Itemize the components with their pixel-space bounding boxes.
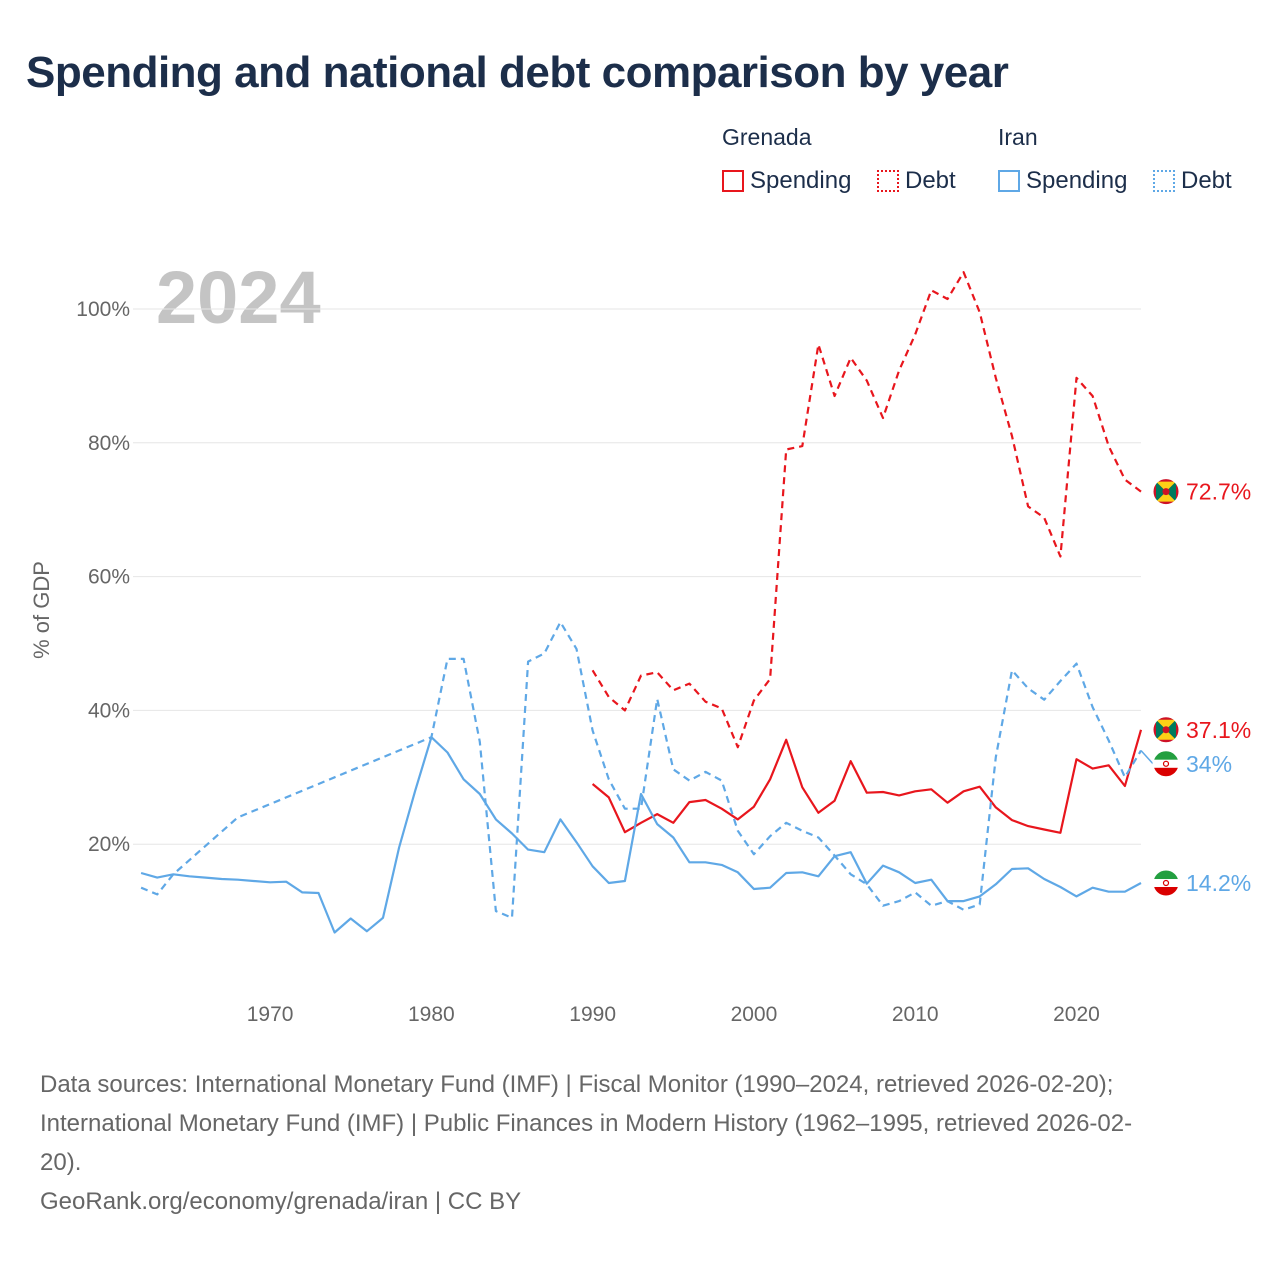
y-tick-label: 60% <box>88 566 130 589</box>
series-line-grenada-debt <box>591 271 1142 749</box>
legend-label: Spending <box>750 167 852 194</box>
flag-ring <box>1152 478 1180 506</box>
x-tick-label: 1980 <box>408 1003 455 1026</box>
series-line-iran-spending <box>140 736 1142 934</box>
flag-stripe-white <box>1153 879 1179 888</box>
flag-triangle <box>1156 729 1176 740</box>
iran-flag-icon <box>1152 750 1180 778</box>
source-line-2: International Monetary Fund (IMF) | Publ… <box>40 1110 1133 1137</box>
flag-fill <box>1153 870 1179 897</box>
legend-iran-debt[interactable]: Debt <box>1153 166 1232 196</box>
legend-title-iran: Iran <box>998 124 1038 150</box>
flag-stripe-white <box>1153 759 1179 768</box>
flag-fill <box>1153 478 1179 505</box>
flag-ring <box>1152 716 1180 744</box>
legend-label: Spending <box>1026 167 1128 194</box>
source-line-3: 20). <box>40 1149 82 1176</box>
flag-stripe-red <box>1153 767 1179 777</box>
solid-line-swatch-icon <box>722 170 744 192</box>
grenada-flag-icon <box>1152 478 1180 506</box>
dotted-line-swatch-icon <box>1153 170 1175 192</box>
flag-triangle <box>1156 719 1176 730</box>
flag-emblem <box>1162 879 1170 887</box>
flag-stripe-green <box>1153 750 1179 760</box>
x-tick-label: 1990 <box>569 1003 616 1026</box>
x-tick-label: 2010 <box>892 1003 939 1026</box>
flag-ring <box>1152 869 1180 897</box>
iran-flag-icon <box>1152 869 1180 897</box>
flag-stripe-green <box>1153 870 1179 880</box>
flag-center <box>1162 488 1170 496</box>
flag-triangle <box>1156 481 1176 492</box>
flag-fill <box>1153 750 1179 777</box>
flag-triangle <box>1156 719 1166 740</box>
legend-grenada-debt[interactable]: Debt <box>877 166 956 196</box>
legend-title-grenada: Grenada <box>722 124 812 150</box>
end-value-label: 37.1% <box>1186 717 1251 743</box>
flag-triangle <box>1156 481 1166 502</box>
source-line-1: Data sources: International Monetary Fun… <box>40 1071 1114 1098</box>
series-line-grenada-spending <box>591 729 1143 834</box>
flag-triangle <box>1166 719 1176 740</box>
x-tick-label: 1970 <box>247 1003 294 1026</box>
leader-line <box>1140 750 1154 765</box>
y-tick-label: 20% <box>88 833 130 856</box>
grenada-flag-icon <box>1152 716 1180 744</box>
flag-triangle <box>1156 491 1176 502</box>
y-tick-label: 40% <box>88 699 130 722</box>
end-value-label: 14.2% <box>1186 870 1251 896</box>
legend-iran-spending[interactable]: Spending <box>998 166 1127 196</box>
flag-ring <box>1152 750 1180 778</box>
x-tick-label: 2000 <box>731 1003 778 1026</box>
legend-label: Debt <box>905 167 956 194</box>
series-line-iran-debt <box>140 620 1142 919</box>
solid-line-swatch-icon <box>998 170 1020 192</box>
source-link[interactable]: GeoRank.org/economy/grenada/iran | CC BY <box>40 1188 522 1215</box>
y-axis-label: % of GDP <box>29 561 54 659</box>
y-tick-label: 100% <box>76 298 130 321</box>
year-overlay: 2024 <box>156 256 321 339</box>
dotted-line-swatch-icon <box>877 170 899 192</box>
x-tick-label: 2020 <box>1053 1003 1100 1026</box>
chart-title: Spending and national debt comparison by… <box>26 48 1009 97</box>
line-chart: 20% 40% 60% 80% 100% 1970 1980 1990 2000 2010 2020… <box>29 271 1251 1026</box>
flag-emblem <box>1162 760 1170 767</box>
legend-grenada-spending[interactable]: Spending <box>722 166 851 196</box>
y-tick-label: 80% <box>88 432 130 455</box>
flag-triangle <box>1166 481 1176 502</box>
end-value-label: 34% <box>1186 751 1232 777</box>
legend-label: Debt <box>1181 167 1232 194</box>
flag-fill <box>1153 716 1179 743</box>
end-value-label: 72.7% <box>1186 479 1251 505</box>
flag-center <box>1162 726 1170 734</box>
flag-stripe-red <box>1153 887 1179 897</box>
